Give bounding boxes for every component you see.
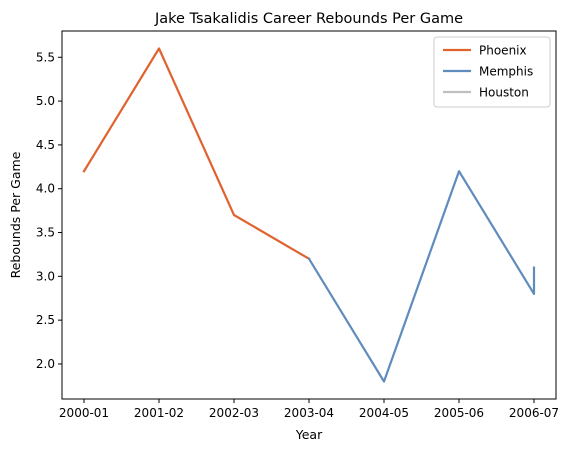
y-axis-label: Rebounds Per Game xyxy=(8,151,23,278)
chart-title: Jake Tsakalidis Career Rebounds Per Game xyxy=(154,11,463,27)
plot-area: 2000-01 2001-02 2002-03 2003-04 2004-05 2005-… xyxy=(36,30,559,420)
y-tick-label: 2.5 xyxy=(36,313,55,327)
y-tick-label: 5.5 xyxy=(36,50,55,64)
y-tick-label: 3.0 xyxy=(36,269,55,283)
y-tick-label: 4.0 xyxy=(36,182,55,196)
legend-label-phoenix: Phoenix xyxy=(479,44,527,58)
legend: Phoenix Memphis Houston xyxy=(433,36,551,108)
y-tick-label: 3.5 xyxy=(36,226,55,240)
x-tick-label: 2005-06 xyxy=(434,406,484,420)
legend-label-houston: Houston xyxy=(479,86,529,100)
x-tick-label: 2000-01 xyxy=(59,406,109,420)
x-tick-label: 2006-07 xyxy=(509,406,559,420)
series-line-memphis xyxy=(307,170,536,383)
legend-box xyxy=(433,36,551,108)
y-tick-label: 2.0 xyxy=(36,357,55,371)
x-tick-label: 2004-05 xyxy=(359,406,409,420)
x-tick-label: 2001-02 xyxy=(134,406,184,420)
y-tick-label: 5.0 xyxy=(36,94,55,108)
x-tick-label: 2003-04 xyxy=(284,406,334,420)
legend-label-memphis: Memphis xyxy=(479,65,533,79)
x-tick-label: 2002-03 xyxy=(209,406,259,420)
x-axis-label: Year xyxy=(295,427,323,442)
y-tick-label: 4.5 xyxy=(36,138,55,152)
series-line-phoenix xyxy=(82,47,311,261)
